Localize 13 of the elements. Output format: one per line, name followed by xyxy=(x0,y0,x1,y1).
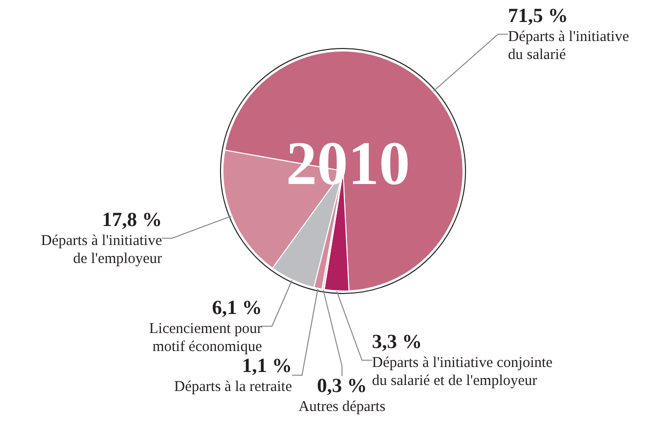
data-label: 17,8 % xyxy=(102,209,162,231)
slice-label: Licenciement pour motif économique xyxy=(149,321,262,355)
slice-label: Autres départs xyxy=(298,399,386,415)
slice-label: Départs à l'initiative conjointe du salarié et de l'employeur xyxy=(372,355,553,389)
data-label: 6,1 % xyxy=(212,297,262,319)
data-label: 0,3 % xyxy=(317,375,367,397)
slice-label: Départs à l'initiative de l'employeur xyxy=(41,233,162,267)
text: 2010 xyxy=(286,130,410,198)
data-label: 3,3 % xyxy=(372,331,422,353)
data-label: 71,5 % xyxy=(508,5,568,27)
slice-label: Départs à l'initiative du salarié xyxy=(508,29,630,63)
slice-label: Départs à la retraite xyxy=(174,379,292,395)
data-label: 1,1 % xyxy=(242,355,292,377)
